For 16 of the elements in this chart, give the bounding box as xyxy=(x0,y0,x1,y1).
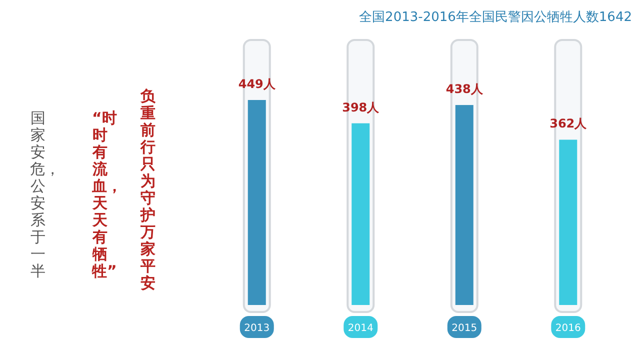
chart-title: 全国2013-2016年全国民警因公牺牲人数1642 xyxy=(359,10,632,25)
data-label: 362人 xyxy=(550,116,588,131)
bar xyxy=(248,100,266,305)
x-tick-label: 2016 xyxy=(555,323,581,334)
text: 负重前行只为守护万家平安 xyxy=(140,87,156,292)
data-label: 398人 xyxy=(342,100,380,114)
text: 国家安危，公安系于一半 xyxy=(30,109,60,280)
bar xyxy=(352,123,370,305)
bar xyxy=(455,105,474,305)
bar xyxy=(559,140,578,305)
text: “时时有流血，天天有牺牲” xyxy=(92,109,122,280)
x-tick-label: 2013 xyxy=(244,323,270,334)
data-label: 438人 xyxy=(446,82,484,96)
x-tick-label: 2014 xyxy=(348,323,374,334)
data-label: 449人 xyxy=(238,77,276,91)
x-tick-label: 2015 xyxy=(452,323,478,334)
